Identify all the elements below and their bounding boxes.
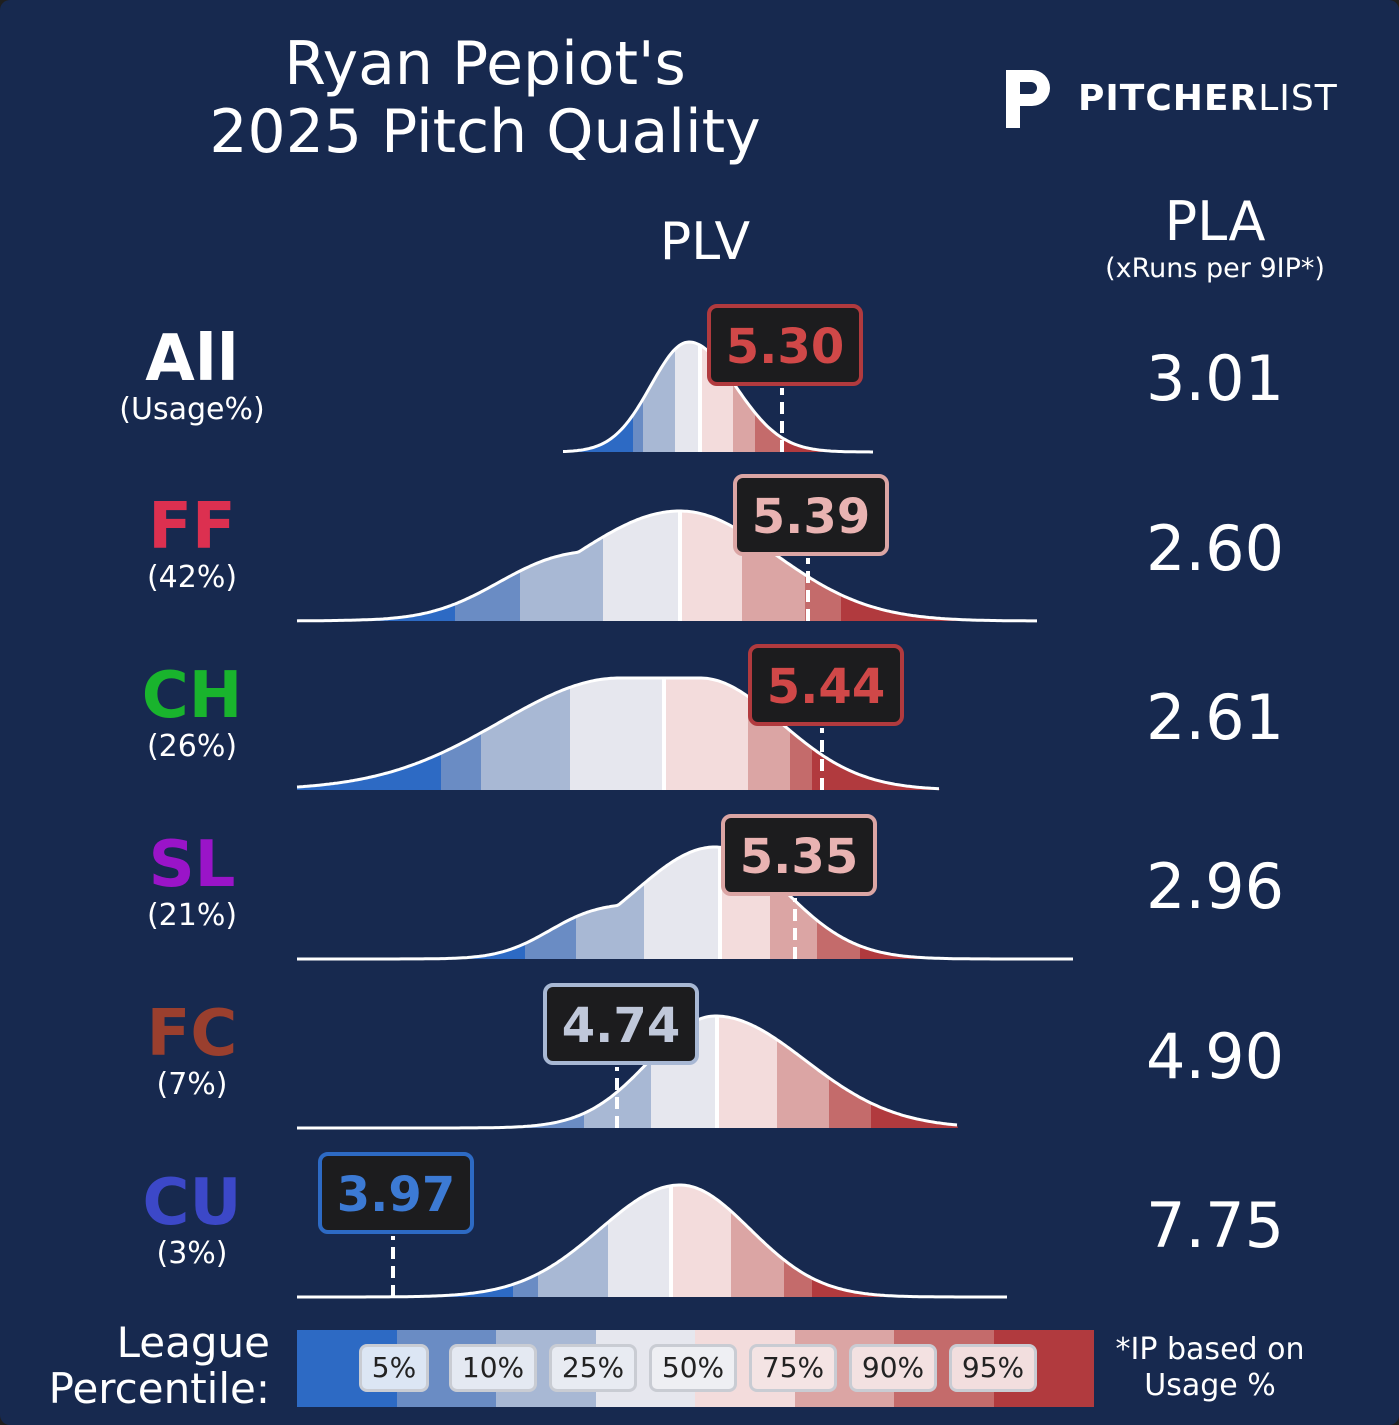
plv-value-label: 5.35 <box>740 829 858 885</box>
percentile-band <box>576 847 645 959</box>
plv-value-box <box>707 304 863 386</box>
plv-value-label: 4.74 <box>562 998 680 1054</box>
plv-value-label: 5.44 <box>767 659 885 715</box>
plv-value-box <box>748 644 904 726</box>
percentile-band <box>297 847 526 959</box>
plv-value-box <box>733 474 889 556</box>
density-curve <box>297 1183 1007 1299</box>
row-label-fc: FC (7%) <box>72 1001 312 1103</box>
pla-value-fc: 4.90 <box>1145 1020 1285 1093</box>
legend-percentile-chip: 5% <box>359 1344 429 1392</box>
density-row-fc: 4.74 <box>297 983 958 1130</box>
percentile-band <box>675 342 701 452</box>
percentile-band <box>784 1185 813 1297</box>
plv-value-box <box>543 983 699 1065</box>
row-label-all: All (Usage%) <box>72 326 312 428</box>
pitch-name: FC <box>146 997 238 1071</box>
chart-title-line-2: 2025 Pitch Quality <box>209 97 761 167</box>
plv-value-label: 5.39 <box>752 489 870 545</box>
legend-percentile-chip: 25% <box>549 1344 637 1392</box>
pla-value-all: 3.01 <box>1145 342 1285 415</box>
density-curve <box>297 845 1073 961</box>
footnote: *IP based on Usage % <box>1105 1332 1315 1404</box>
pitch-usage: (3%) <box>156 1236 228 1271</box>
percentile-band <box>297 511 456 621</box>
row-label-cu: CU (3%) <box>72 1170 312 1272</box>
percentile-band <box>777 1016 830 1128</box>
density-row-cu: 3.97 <box>297 1152 1008 1299</box>
pla-title: PLA <box>1164 190 1266 253</box>
percentile-band <box>664 678 749 790</box>
legend-label-line-1: League <box>116 1318 270 1367</box>
density-curve <box>296 509 1037 623</box>
legend-percentile-chip: 90% <box>849 1344 937 1392</box>
pitch-usage: (7%) <box>156 1067 228 1102</box>
plv-value-label: 3.97 <box>337 1167 455 1223</box>
percentile-band <box>812 1185 1008 1297</box>
pitch-name: SL <box>148 828 236 902</box>
percentile-band <box>671 1185 732 1297</box>
percentile-band <box>731 1185 785 1297</box>
row-label-ff: FF (42%) <box>72 494 312 596</box>
row-label-ch: CH (26%) <box>72 663 312 765</box>
density-curve <box>296 676 940 791</box>
percentile-band <box>441 678 482 790</box>
plv-value-box <box>318 1152 474 1234</box>
pitcherlist-logo-text: PITCHERLIST <box>1078 78 1338 119</box>
row-label-sl: SL (21%) <box>72 832 312 934</box>
pla-value-ch: 2.61 <box>1145 681 1285 754</box>
pitch-usage: (26%) <box>146 729 238 764</box>
percentile-band <box>563 342 634 452</box>
pitch-name: All <box>145 322 239 396</box>
legend-percentile-chip: 50% <box>649 1344 737 1392</box>
pitcherlist-logo-icon <box>1006 70 1050 128</box>
pla-header: PLA (xRuns per 9IP*) <box>1065 192 1365 286</box>
plv-header: PLV <box>659 212 751 272</box>
density-row-ch: 5.44 <box>296 644 940 791</box>
plv-value-label: 5.30 <box>726 319 844 375</box>
density-row-sl: 5.35 <box>297 814 1074 961</box>
percentile-band <box>829 1016 872 1128</box>
percentile-band <box>297 1016 528 1128</box>
percentile-band <box>860 847 1074 959</box>
pitch-name: CH <box>141 659 243 733</box>
percentile-band <box>680 511 743 621</box>
pitch-usage: (Usage%) <box>119 392 265 427</box>
pla-subtitle: (xRuns per 9IP*) <box>1105 253 1325 284</box>
pla-value-sl: 2.96 <box>1145 850 1285 923</box>
legend-label: League Percentile: <box>30 1320 270 1412</box>
percentile-band <box>633 342 644 452</box>
pitch-usage: (42%) <box>146 560 238 595</box>
density-row-ff: 5.39 <box>296 474 1037 623</box>
pitch-name: CU <box>142 1166 242 1240</box>
pla-value-cu: 7.75 <box>1145 1189 1285 1262</box>
pla-value-ff: 2.60 <box>1145 512 1285 585</box>
footnote-line-1: *IP based on <box>1115 1332 1305 1367</box>
legend-percentile-chip: 10% <box>449 1344 537 1392</box>
pitcherlist-logo: PITCHERLIST <box>1000 66 1340 130</box>
plv-value-box <box>721 814 877 896</box>
legend-percentile-chip: 75% <box>749 1344 837 1392</box>
density-curve <box>297 1014 958 1130</box>
percentile-band <box>455 511 521 621</box>
density-bands <box>297 847 1074 959</box>
pitch-name: FF <box>148 490 236 564</box>
chart-title-line-1: Ryan Pepiot's <box>284 29 686 99</box>
pitch-usage: (21%) <box>146 898 238 933</box>
percentile-legend-bar: 5% 10% 25% 50% 75% 90% 95% <box>297 1330 1094 1407</box>
percentile-band <box>570 678 665 790</box>
legend-label-line-2: Percentile: <box>48 1364 270 1413</box>
footnote-line-2: Usage % <box>1144 1368 1276 1403</box>
percentile-band <box>297 678 442 790</box>
density-row-all: 5.30 <box>563 304 874 454</box>
legend-percentile-chip: 95% <box>949 1344 1037 1392</box>
percentile-band <box>643 342 676 452</box>
